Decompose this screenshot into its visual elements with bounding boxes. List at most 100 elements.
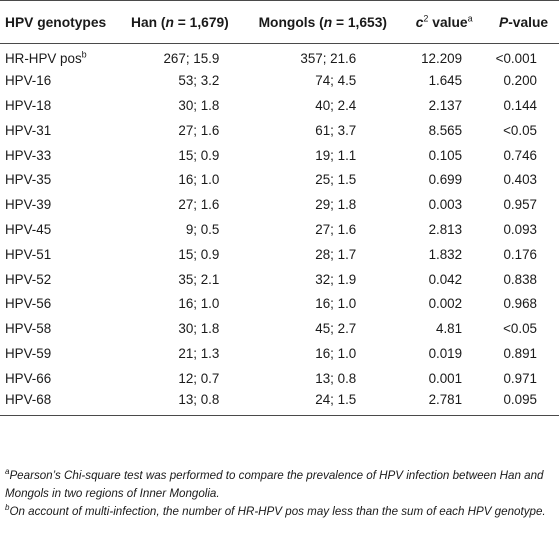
- header-p-symbol: P: [499, 14, 509, 30]
- cell-chi-square-text: 0.105: [428, 147, 463, 163]
- cell-chi-square: 2.813: [400, 217, 488, 242]
- footnote-text: On account of multi-infection, the numbe…: [9, 505, 546, 518]
- table-header: HPV genotypes Han (n = 1,679) Mongols (n…: [0, 0, 559, 44]
- header-mongols-suffix: = 1,653): [332, 14, 387, 30]
- cell-p-value: 0.968: [488, 291, 559, 316]
- cell-han: 53; 3.2: [114, 68, 245, 93]
- cell-mongols: 45; 2.7: [245, 316, 400, 341]
- cell-han: 15; 0.9: [114, 242, 245, 267]
- header-genotypes-label: HPV genotypes: [5, 14, 107, 30]
- table-row: HPV-56 16; 1.0 16; 1.0 0.002 0.968: [0, 291, 559, 316]
- cell-chi-square: 0.105: [400, 143, 488, 168]
- cell-han-text: 27; 1.6: [178, 197, 220, 213]
- cell-han: 30; 1.8: [114, 93, 245, 118]
- cell-han-text: 12; 0.7: [178, 370, 220, 386]
- header-chi-square: c2 valuea: [400, 0, 489, 44]
- cell-genotype-text: HPV-16: [5, 73, 52, 89]
- cell-chi-square: 0.001: [400, 366, 488, 391]
- cell-chi-square-text: 0.001: [428, 370, 463, 386]
- header-row: HPV genotypes Han (n = 1,679) Mongols (n…: [0, 0, 559, 44]
- cell-chi-square: 4.81: [400, 316, 488, 341]
- table-row: HPV-35 16; 1.0 25; 1.5 0.699 0.403: [0, 167, 559, 192]
- cell-p-value-text: 0.200: [503, 73, 537, 89]
- footnote: bOn account of multi-infection, the numb…: [5, 503, 555, 521]
- cell-mongols-text: 16; 1.0: [315, 345, 357, 361]
- table-row: HPV-18 30; 1.8 40; 2.4 2.137 0.144: [0, 93, 559, 118]
- cell-p-value: <0.05: [488, 316, 559, 341]
- cell-chi-square: 0.019: [400, 341, 488, 366]
- cell-mongols: 27; 1.6: [245, 217, 400, 242]
- cell-chi-square-text: 2.137: [428, 97, 463, 113]
- cell-genotype: HPV-45: [0, 217, 114, 242]
- table-row: HPV-51 15; 0.9 28; 1.7 1.832 0.176: [0, 242, 559, 267]
- cell-chi-square-text: 0.042: [428, 271, 463, 287]
- cell-han-text: 15; 0.9: [178, 246, 220, 262]
- table-row: HPV-33 15; 0.9 19; 1.1 0.105 0.746: [0, 143, 559, 168]
- header-han-suffix: = 1,679): [173, 14, 229, 30]
- cell-han-text: 15; 0.9: [178, 147, 220, 163]
- cell-genotype-text: HPV-56: [5, 296, 52, 312]
- cell-genotype-text: HPV-51: [5, 246, 52, 262]
- cell-p-value: 0.095: [488, 390, 559, 416]
- cell-mongols: 357; 21.6: [245, 44, 400, 69]
- cell-han: 12; 0.7: [114, 366, 245, 391]
- cell-han-text: 16; 1.0: [178, 172, 220, 188]
- header-han-n: n: [165, 14, 174, 30]
- cell-mongols-text: 28; 1.7: [315, 246, 357, 262]
- table-row: HPV-31 27; 1.6 61; 3.7 8.565 <0.05: [0, 118, 559, 143]
- table-row: HPV-68 13; 0.8 24; 1.5 2.781 0.095: [0, 390, 559, 416]
- cell-p-value-text: <0.001: [495, 50, 537, 66]
- cell-p-value: 0.403: [488, 167, 559, 192]
- header-mongols-n: n: [323, 14, 333, 30]
- cell-mongols: 32; 1.9: [245, 267, 400, 292]
- table-row: HPV-45 9; 0.5 27; 1.6 2.813 0.093: [0, 217, 559, 242]
- cell-genotype-text: HPV-33: [5, 147, 52, 163]
- cell-mongols: 24; 1.5: [245, 390, 401, 416]
- cell-genotype: HPV-66: [0, 366, 114, 391]
- table-row: HPV-52 35; 2.1 32; 1.9 0.042 0.838: [0, 267, 559, 292]
- cell-mongols: 74; 4.5: [245, 68, 400, 93]
- cell-mongols-text: 27; 1.6: [315, 221, 357, 237]
- cell-genotype-text: HPV-35: [5, 172, 52, 188]
- header-p-value: P-value: [488, 0, 559, 44]
- cell-chi-square: 1.832: [400, 242, 488, 267]
- cell-genotype: HPV-59: [0, 341, 114, 366]
- cell-genotype-text: HR-HPV pos: [5, 50, 82, 66]
- header-genotypes: HPV genotypes: [0, 0, 115, 44]
- header-mongols: Mongols (n = 1,653): [245, 0, 401, 44]
- footnote-text: Pearson’s Chi-square test was performed …: [5, 469, 544, 500]
- cell-p-value-text: 0.095: [503, 392, 537, 408]
- cell-mongols-text: 357; 21.6: [300, 50, 357, 66]
- cell-han: 27; 1.6: [114, 118, 245, 143]
- cell-p-value-text: 0.968: [503, 296, 537, 312]
- cell-p-value: 0.093: [488, 217, 559, 242]
- cell-mongols: 29; 1.8: [245, 192, 400, 217]
- cell-chi-square: 0.042: [400, 267, 488, 292]
- cell-mongols: 28; 1.7: [245, 242, 400, 267]
- table-body: HR-HPV posb 267; 15.9 357; 21.6 12.209 <0.00…: [0, 44, 559, 416]
- cell-han: 35; 2.1: [114, 267, 245, 292]
- cell-han: 15; 0.9: [114, 143, 245, 168]
- cell-han: 16; 1.0: [114, 167, 245, 192]
- cell-genotype-text: HPV-58: [5, 321, 52, 337]
- header-chi-symbol: c: [415, 14, 424, 30]
- cell-chi-square: 2.137: [400, 93, 488, 118]
- cell-p-value: <0.05: [488, 118, 559, 143]
- cell-mongols-text: 16; 1.0: [315, 296, 357, 312]
- cell-chi-square-text: 0.019: [428, 345, 463, 361]
- cell-mongols: 16; 1.0: [245, 341, 400, 366]
- cell-han-text: 9; 0.5: [185, 221, 220, 237]
- cell-han-text: 35; 2.1: [178, 271, 220, 287]
- cell-mongols-text: 24; 1.5: [315, 392, 357, 408]
- cell-p-value: 0.176: [488, 242, 559, 267]
- cell-p-value: 0.200: [488, 68, 559, 93]
- cell-han-text: 16; 1.0: [178, 296, 220, 312]
- cell-genotype: HPV-31: [0, 118, 114, 143]
- cell-chi-square: 2.781: [400, 390, 489, 416]
- header-chi-suffix: value: [428, 14, 468, 30]
- table-row: HPV-66 12; 0.7 13; 0.8 0.001 0.971: [0, 366, 559, 391]
- table-row: HPV-16 53; 3.2 74; 4.5 1.645 0.200: [0, 68, 559, 93]
- cell-p-value-text: 0.176: [503, 246, 537, 262]
- cell-p-value-text: 0.957: [503, 197, 537, 213]
- cell-genotype-text: HPV-59: [5, 345, 52, 361]
